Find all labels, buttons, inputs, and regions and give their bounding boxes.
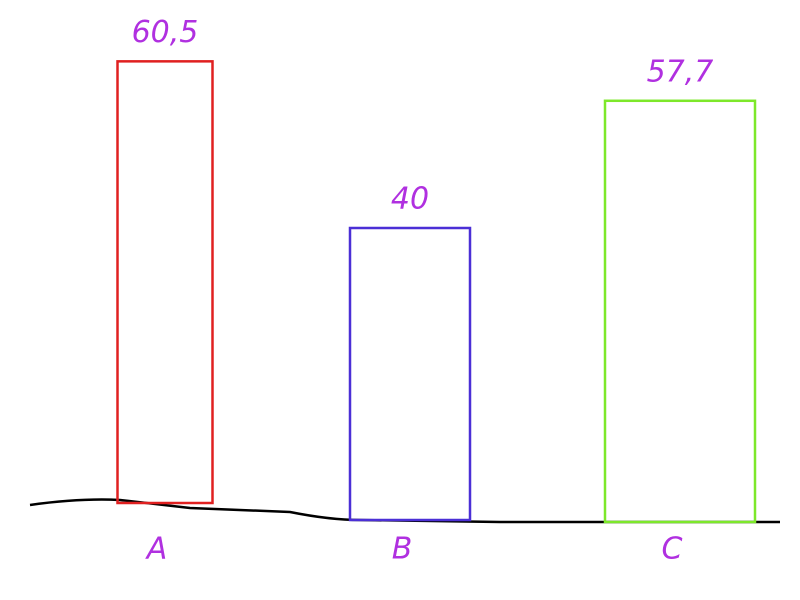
x-tick-label: A bbox=[145, 532, 168, 567]
bar bbox=[348, 226, 472, 522]
bar bbox=[116, 60, 214, 505]
value-label: 40 bbox=[391, 182, 429, 217]
value-label: 57,7 bbox=[647, 54, 714, 89]
value-label: 60,5 bbox=[132, 15, 199, 50]
x-tick-label: C bbox=[662, 532, 683, 567]
bar bbox=[603, 99, 757, 524]
x-tick-label: B bbox=[392, 532, 413, 567]
